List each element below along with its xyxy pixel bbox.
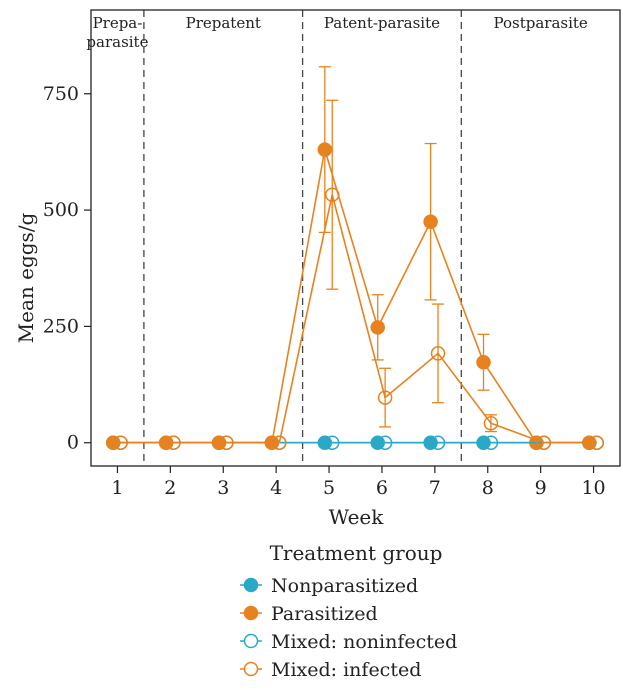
period-label: parasite (86, 33, 148, 51)
data-point (370, 320, 385, 335)
legend-marker (243, 633, 259, 649)
data-point (430, 346, 446, 361)
y-axis-label: Mean eggs/g (14, 212, 38, 343)
data-point (324, 187, 340, 202)
legend-marker (243, 605, 259, 621)
series-line (120, 194, 597, 444)
series-mixed-infected (113, 99, 604, 450)
data-point (105, 435, 121, 450)
series-parasitized (105, 66, 597, 450)
x-tick-label: 5 (323, 477, 335, 499)
data-point (324, 435, 340, 450)
data-point (113, 435, 128, 450)
y-tick-label: 0 (67, 432, 79, 454)
y-tick-label: 500 (43, 199, 79, 221)
plot-frame (90, 9, 621, 467)
series-layer (105, 66, 604, 450)
x-tick-label: 4 (270, 477, 282, 499)
data-point (219, 435, 234, 450)
period-label: Prepa- (93, 14, 143, 32)
data-point (430, 435, 446, 450)
x-tick-label: 7 (429, 477, 441, 499)
x-axis-label: Week (329, 505, 385, 529)
data-point (536, 435, 552, 450)
x-tick-label: 6 (376, 477, 388, 499)
legend-label: Mixed: infected (271, 659, 421, 681)
legend-label: Mixed: noninfected (271, 631, 457, 653)
legend-item: Nonparasitized (240, 575, 418, 597)
legend-title: Treatment group (270, 541, 443, 565)
x-tick-label: 2 (164, 477, 176, 499)
legend-label: Parasitized (271, 603, 378, 625)
x-tick-label: 3 (217, 477, 229, 499)
data-point (423, 214, 438, 229)
data-point (377, 435, 393, 450)
period-label: Prepatent (186, 14, 261, 32)
x-tick-label: 8 (482, 477, 494, 499)
period-label: Postparasite (493, 14, 587, 32)
data-point (589, 435, 604, 450)
x-tick-label: 1 (111, 477, 123, 499)
axes: 1 2 3 4 5 6 7 8 9 10 0 250 500 750 (43, 9, 621, 499)
legend-marker (243, 577, 259, 593)
y-tick-label: 250 (43, 315, 79, 337)
y-tick-label: 750 (43, 83, 79, 105)
period-dividers: Prepa-parasite Prepatent Patent-parasite Po… (86, 10, 588, 466)
data-point (166, 435, 181, 450)
data-point (272, 435, 287, 450)
legend-item: Mixed: infected (240, 659, 421, 681)
data-point (476, 354, 491, 370)
series-line (113, 149, 590, 444)
legend-item: Mixed: noninfected (240, 631, 457, 653)
period-label: Patent-parasite (324, 14, 440, 32)
data-point (483, 415, 499, 431)
data-point (483, 435, 499, 450)
legend-label: Nonparasitized (271, 575, 418, 597)
legend-item: Parasitized (240, 603, 378, 625)
legend: Treatment group Nonparasitized Parasitize… (240, 541, 457, 681)
data-point (317, 142, 333, 157)
x-tick-label: 9 (535, 477, 547, 499)
data-point (377, 390, 393, 405)
legend-marker (243, 661, 259, 677)
x-tick-label: 10 (581, 477, 605, 499)
